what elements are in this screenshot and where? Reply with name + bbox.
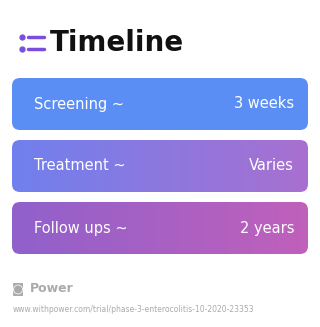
Text: Timeline: Timeline (50, 29, 184, 57)
Text: Screening ~: Screening ~ (34, 96, 124, 112)
Text: 3 weeks: 3 weeks (234, 96, 294, 112)
Text: www.withpower.com/trial/phase-3-enterocolitis-10-2020-23353: www.withpower.com/trial/phase-3-enteroco… (13, 304, 255, 314)
Text: Varies: Varies (249, 159, 294, 174)
Text: 2 years: 2 years (239, 220, 294, 235)
Text: Follow ups ~: Follow ups ~ (34, 220, 128, 235)
Text: Power: Power (30, 283, 74, 296)
Text: ◙: ◙ (12, 283, 24, 296)
Text: Treatment ~: Treatment ~ (34, 159, 126, 174)
